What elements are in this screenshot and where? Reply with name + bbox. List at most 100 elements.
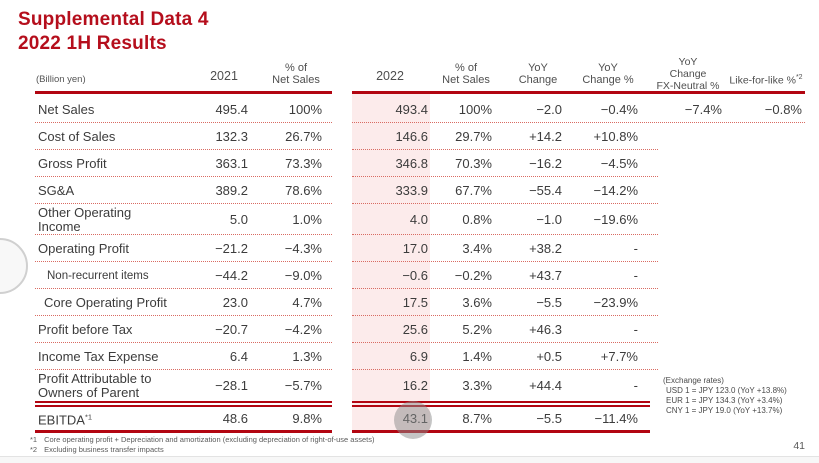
footnote-ref: *1 [84,411,93,421]
exchange-rate-cny: CNY 1 = JPY 19.0 (YoY +13.7%) [666,406,783,415]
cell-2022-value: 146.6 [395,128,428,144]
cell-2021-pct-net-sales: 1.3% [292,348,322,364]
table-row: Other Operating Income 5.0 1.0% 4.0 0.8%… [0,204,819,235]
row-label: Profit before Tax [38,321,133,337]
cell-2022-value: 4.0 [409,211,428,227]
table-row: Cost of Sales 132.3 26.7% 146.6 29.7% +1… [0,123,819,150]
exchange-rates-title: (Exchange rates) [663,376,724,385]
like-for-like-text: Like-for-like % [729,74,796,87]
header-rule-right [352,91,805,94]
cell-2022-pct-net-sales: 5.2% [462,321,492,337]
cell-yoy-change-pct: −14.2% [593,182,638,198]
cell-2021-pct-net-sales: 73.3% [285,155,322,171]
cell-2022-pct-net-sales: 3.6% [462,294,492,310]
col-header-2022: 2022 [376,69,404,83]
col-header-pct-net-sales-2021: % of Net Sales [272,62,320,86]
cell-yoy-change-pct: −4.5% [600,155,638,171]
bottom-rule [0,430,819,433]
cell-yoy-change-pct: - [633,240,638,256]
cell-2022-value: 17.0 [402,240,428,256]
row-label: Cost of Sales [38,128,116,144]
cell-2021-value: 363.1 [215,155,248,171]
row-label: Non-recurrent items [47,269,149,282]
slide-title: Supplemental Data 4 2022 1H Results [18,9,209,54]
cell-2022-pct-net-sales: 67.7% [455,182,492,198]
double-rule [0,401,819,407]
cell-2021-value: 389.2 [215,182,248,198]
cell-2022-value: 333.9 [395,182,428,198]
cell-2022-pct-net-sales: 70.3% [455,155,492,171]
cell-yoy-change: −5.5 [536,294,562,310]
cell-2021-pct-net-sales: 26.7% [285,128,322,144]
cell-2022-value: 6.9 [409,348,428,364]
cell-2022-pct-net-sales: 0.8% [462,211,492,227]
row-label: Other Operating Income [38,204,132,234]
cell-yoy-change-pct: −0.4% [600,101,638,117]
table-row: Gross Profit 363.1 73.3% 346.8 70.3% −16… [0,150,819,177]
table-row: Core Operating Profit 23.0 4.7% 17.5 3.6… [0,289,819,316]
table-row: SG&A 389.2 78.6% 333.9 67.7% −55.4 −14.2… [0,177,819,204]
cell-yoy-change: +46.3 [529,321,562,337]
row-label: Gross Profit [38,155,107,171]
col-header-yoy-change: YoY Change [518,62,558,86]
exchange-rate-usd: USD 1 = JPY 123.0 (YoY +13.8%) [666,386,787,395]
cell-2021-value: 132.3 [215,128,248,144]
cell-2022-pct-net-sales: 3.3% [462,377,492,393]
table-row: Net Sales 495.4 100% 493.4 100% −2.0 −0.… [0,96,819,123]
footnote-2-text: Excluding business transfer impacts [44,445,164,454]
exchange-rate-eur: EUR 1 = JPY 134.3 (YoY +3.4%) [666,396,783,405]
cell-2022-value: −0.6 [402,267,428,283]
row-label: Core Operating Profit [44,294,167,310]
cell-2021-pct-net-sales: −9.0% [284,267,322,283]
page-number: 41 [793,440,805,452]
cell-yoy-change: +44.4 [529,377,562,393]
cell-2021-value: −21.2 [215,240,248,256]
row-label: Net Sales [38,101,95,117]
footnotes: *1 Core operating profit + Depreciation … [30,435,374,455]
cell-2022-pct-net-sales: 100% [458,101,492,117]
cell-2021-value: 5.0 [229,211,248,227]
table-row: Profit before Tax −20.7 −4.2% 25.6 5.2% … [0,316,819,343]
cell-2021-value: −44.2 [215,267,248,283]
cell-yoy-change-pct: +7.7% [600,348,638,364]
like-for-like-footnote-ref: *2 [795,74,803,81]
cell-yoy-change: −2.0 [536,101,562,117]
cell-yoy-change: +38.2 [529,240,562,256]
cell-2022-pct-net-sales: 29.7% [455,128,492,144]
cell-2021-pct-net-sales: 78.6% [285,182,322,198]
table-row: EBITDA*1 48.6 9.8% 43.1 8.7% −5.5 −11.4% [0,407,819,430]
col-header-2021: 2021 [210,69,238,83]
cell-2022-pct-net-sales: 8.7% [462,410,492,426]
cell-2021-value: 48.6 [222,410,248,426]
cell-2022-value: 16.2 [402,377,428,393]
cell-yoy-change-pct: - [633,321,638,337]
row-label: Profit Attributable to Owners of Parent [38,370,152,400]
footnote-1-text: Core operating profit + Depreciation and… [44,435,375,444]
cell-yoy-change: +0.5 [536,348,562,364]
exchange-rates-note: (Exchange rates) USD 1 = JPY 123.0 (YoY … [663,376,787,416]
cell-2021-value: 23.0 [222,294,248,310]
cell-2021-pct-net-sales: −5.7% [284,377,322,393]
cell-yoy-change-pct: −23.9% [593,294,638,310]
footnote-2-mark: *2 [30,445,38,454]
col-header-yoy-fx-neutral: YoY Change FX-Neutral % [656,56,720,92]
cell-yoy-change-pct: - [633,377,638,393]
cursor-click-indicator [394,401,432,439]
cell-2022-value: 25.6 [402,321,428,337]
row-label: SG&A [38,182,75,198]
cell-like-for-like: −0.8% [764,101,802,117]
row-label: EBITDA*1 [38,411,93,428]
cell-2022-pct-net-sales: 3.4% [462,240,492,256]
unit-label: (Billion yen) [36,74,86,85]
cell-2021-pct-net-sales: 4.7% [292,294,322,310]
cell-yoy-change: −5.5 [536,410,562,426]
slide-bottom-edge [0,456,819,463]
table-row: Income Tax Expense 6.4 1.3% 6.9 1.4% +0.… [0,343,819,370]
cell-2021-value: 6.4 [229,348,248,364]
cell-2022-value: 346.8 [395,155,428,171]
column-highlight-2022 [352,94,430,432]
cell-2021-pct-net-sales: −4.2% [284,321,322,337]
cell-yoy-fx-neutral: −7.4% [684,101,722,117]
cell-2022-pct-net-sales: 1.4% [462,348,492,364]
